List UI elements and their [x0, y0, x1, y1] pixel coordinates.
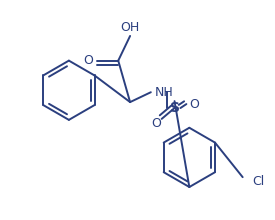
Text: O: O	[189, 98, 199, 111]
Text: O: O	[151, 117, 161, 130]
Text: O: O	[84, 54, 94, 67]
Text: S: S	[169, 101, 180, 115]
Text: OH: OH	[120, 20, 140, 34]
Text: NH: NH	[155, 86, 174, 99]
Text: Cl: Cl	[252, 175, 265, 188]
